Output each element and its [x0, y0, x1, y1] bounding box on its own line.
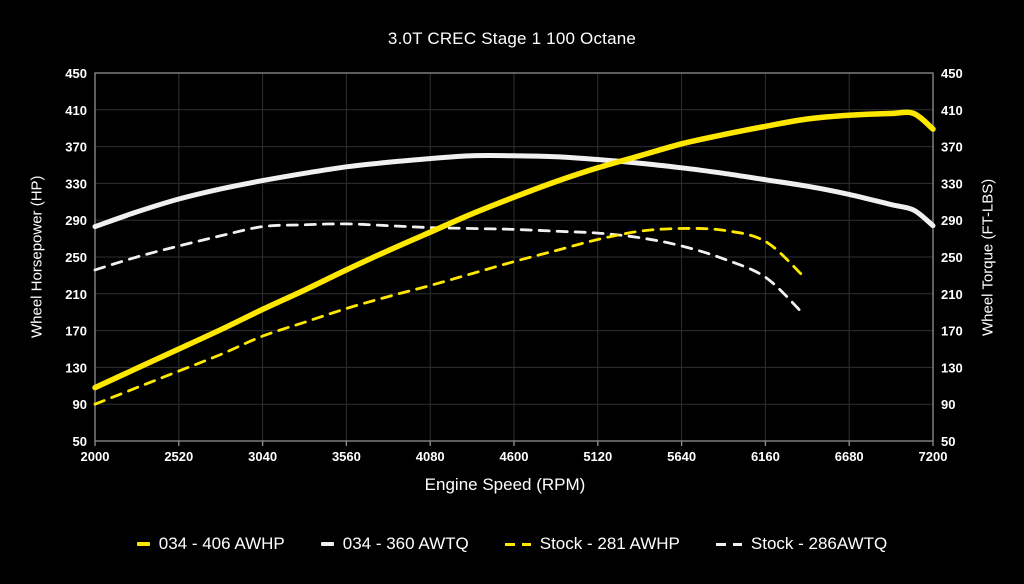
series-line-034-360-awtq: [92, 153, 936, 230]
y-tick-label-left: 90: [73, 397, 87, 412]
y-tick-label-right: 290: [941, 213, 963, 228]
legend-item-stock-awhp: Stock - 281 AWHP: [504, 534, 680, 554]
x-tick-label: 6160: [751, 449, 780, 464]
legend-label: Stock - 281 AWHP: [539, 534, 680, 553]
x-tick-label: 5120: [583, 449, 612, 464]
legend-swatch-white-solid-icon: [320, 542, 334, 546]
y-tick-label-left: 50: [73, 434, 87, 449]
y-tick-label-left: 410: [65, 103, 87, 118]
y-tick-label-left: 170: [65, 324, 87, 339]
x-tick-label: 6680: [835, 449, 864, 464]
chart-title: 3.0T CREC Stage 1 100 Octane: [387, 29, 637, 48]
legend-label: 034 - 406 AWHP: [158, 534, 285, 553]
x-tick-label: 2000: [81, 449, 110, 464]
y-tick-label-left: 210: [65, 287, 87, 302]
legend: 034 - 406 AWHP 034 - 360 AWTQ Stock - 28…: [0, 531, 1024, 557]
legend-swatch-yellow-dashed-icon: [504, 542, 531, 546]
y-tick-label-right: 330: [941, 176, 963, 191]
y-axis-label-left: Wheel Horsepower (HP): [28, 175, 46, 339]
y-tick-label-right: 90: [941, 397, 955, 412]
y-tick-label-left: 330: [65, 176, 87, 191]
y-tick-label-left: 370: [65, 140, 87, 155]
series-line-stock-286awtq: [93, 222, 804, 315]
series-line-stock-281-awhp: [93, 227, 804, 406]
x-tick-label: 3560: [332, 449, 361, 464]
x-tick-label: 3040: [248, 449, 277, 464]
y-tick-label-left: 290: [65, 213, 87, 228]
y-tick-label-left: 250: [65, 250, 87, 265]
y-tick-label-right: 250: [941, 250, 963, 265]
x-tick-label: 2520: [164, 449, 193, 464]
y-tick-label-right: 370: [941, 140, 963, 155]
series-line-034-406-awhp: [92, 109, 936, 391]
legend-label: 034 - 360 AWTQ: [342, 534, 469, 553]
legend-swatch-yellow-solid-icon: [136, 542, 150, 546]
legend-item-034-awtq: 034 - 360 AWTQ: [320, 534, 469, 554]
legend-item-stock-awtq: Stock - 286AWTQ: [715, 534, 888, 554]
y-tick-label-right: 50: [941, 434, 955, 449]
y-tick-label-right: 170: [941, 324, 963, 339]
legend-item-034-awhp: 034 - 406 AWHP: [136, 534, 285, 554]
y-axis-label-right: Wheel Torque (FT-LBS): [979, 178, 997, 336]
x-tick-label: 4600: [500, 449, 529, 464]
y-tick-label-left: 450: [65, 66, 87, 81]
x-axis-label: Engine Speed (RPM): [424, 475, 586, 494]
y-tick-label-right: 450: [941, 66, 963, 81]
x-tick-label: 5640: [667, 449, 696, 464]
y-tick-label-right: 130: [941, 360, 963, 375]
y-tick-label-right: 410: [941, 103, 963, 118]
x-tick-label: 7200: [919, 449, 948, 464]
y-tick-label-right: 210: [941, 287, 963, 302]
legend-swatch-white-dashed-icon: [715, 542, 742, 546]
x-tick-label: 4080: [416, 449, 445, 464]
legend-label: Stock - 286AWTQ: [750, 534, 888, 553]
y-tick-label-left: 130: [65, 360, 87, 375]
